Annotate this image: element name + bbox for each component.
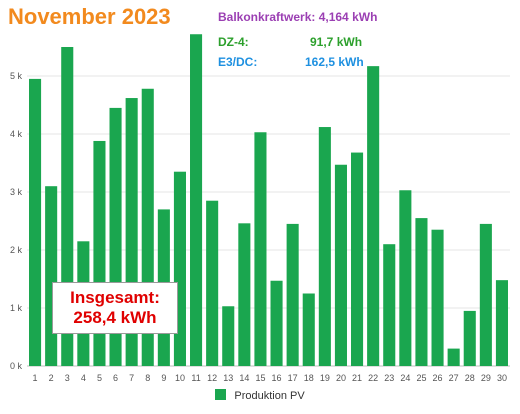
x-tick-label: 30 bbox=[497, 373, 507, 383]
bar-day-14[interactable] bbox=[238, 223, 251, 366]
e3dc-annotation: E3/DC: 162,5 kWh bbox=[218, 55, 378, 71]
bar-day-16[interactable] bbox=[270, 280, 283, 366]
bar-day-12[interactable] bbox=[206, 200, 219, 366]
bar-day-1[interactable] bbox=[29, 78, 42, 367]
x-tick-label: 10 bbox=[175, 373, 185, 383]
x-tick-label: 5 bbox=[97, 373, 102, 383]
x-tick-label: 16 bbox=[272, 373, 282, 383]
y-tick-label: 5 k bbox=[10, 71, 23, 81]
total-label: Insgesamt: bbox=[70, 288, 160, 307]
bar-day-26[interactable] bbox=[431, 229, 444, 366]
dz4-value: 91,7 kWh bbox=[310, 35, 363, 49]
bar-day-23[interactable] bbox=[383, 244, 396, 366]
x-tick-label: 9 bbox=[161, 373, 166, 383]
x-tick-label: 6 bbox=[113, 373, 118, 383]
bar-day-28[interactable] bbox=[463, 310, 476, 366]
bar-day-11[interactable] bbox=[190, 34, 203, 367]
balkon-annotation: Balkonkraftwerk: 4,164 kWh bbox=[218, 10, 377, 24]
total-value: 258,4 kWh bbox=[73, 308, 157, 327]
y-axis-ticks: 0 k 1 k 2 k 3 k 4 k 5 k bbox=[10, 71, 23, 371]
total-box: Insgesamt: 258,4 kWh bbox=[52, 282, 178, 334]
bar-day-21[interactable] bbox=[351, 152, 364, 366]
x-tick-label: 26 bbox=[433, 373, 443, 383]
y-tick-label: 2 k bbox=[10, 245, 23, 255]
x-tick-label: 23 bbox=[384, 373, 394, 383]
legend-label: Produktion PV bbox=[234, 390, 305, 402]
x-tick-label: 25 bbox=[416, 373, 426, 383]
x-tick-label: 1 bbox=[33, 373, 38, 383]
y-tick-label: 1 k bbox=[10, 303, 23, 313]
e3dc-label: E3/DC: bbox=[218, 55, 258, 69]
x-tick-label: 21 bbox=[352, 373, 362, 383]
x-tick-label: 8 bbox=[145, 373, 150, 383]
x-tick-label: 2 bbox=[49, 373, 54, 383]
x-tick-label: 28 bbox=[465, 373, 475, 383]
y-tick-label: 0 k bbox=[10, 361, 23, 371]
x-tick-label: 27 bbox=[449, 373, 459, 383]
bar-day-20[interactable] bbox=[334, 164, 347, 366]
bar-day-15[interactable] bbox=[254, 132, 267, 366]
x-tick-label: 18 bbox=[304, 373, 314, 383]
chart-title: November 2023 bbox=[8, 4, 171, 29]
y-tick-label: 3 k bbox=[10, 187, 23, 197]
x-tick-label: 7 bbox=[129, 373, 134, 383]
legend[interactable]: Produktion PV bbox=[0, 389, 520, 402]
x-tick-label: 15 bbox=[255, 373, 265, 383]
bar-day-30[interactable] bbox=[495, 280, 508, 366]
bar-day-18[interactable] bbox=[302, 293, 315, 367]
bar-day-13[interactable] bbox=[222, 306, 235, 366]
e3dc-value: 162,5 kWh bbox=[305, 55, 364, 69]
x-tick-label: 29 bbox=[481, 373, 491, 383]
bar-day-17[interactable] bbox=[286, 223, 299, 366]
y-tick-label: 4 k bbox=[10, 129, 23, 139]
legend-swatch bbox=[215, 389, 227, 400]
bar-day-25[interactable] bbox=[415, 218, 428, 366]
bar-day-24[interactable] bbox=[399, 190, 412, 366]
dz4-label: DZ-4: bbox=[218, 35, 249, 49]
bar-day-2[interactable] bbox=[45, 186, 58, 366]
x-tick-label: 4 bbox=[81, 373, 86, 383]
bar-day-22[interactable] bbox=[367, 66, 380, 366]
x-axis-ticks: 1 2 3 4 5 6 7 8 9 10 11 12 13 14 15 16 17 18 19 20 21 22 23 24 2… bbox=[33, 373, 507, 383]
x-tick-label: 12 bbox=[207, 373, 217, 383]
x-tick-label: 17 bbox=[288, 373, 298, 383]
bar-day-29[interactable] bbox=[479, 223, 492, 366]
x-tick-label: 20 bbox=[336, 373, 346, 383]
bar-day-27[interactable] bbox=[447, 348, 460, 366]
bar-day-19[interactable] bbox=[318, 127, 331, 366]
x-tick-label: 14 bbox=[239, 373, 249, 383]
x-tick-label: 24 bbox=[400, 373, 410, 383]
x-tick-label: 13 bbox=[223, 373, 233, 383]
dz4-annotation: DZ-4: 91,7 kWh bbox=[218, 35, 378, 51]
balkon-label: Balkonkraftwerk: 4,164 kWh bbox=[218, 10, 378, 24]
x-tick-label: 11 bbox=[191, 373, 200, 383]
bar-day-10[interactable] bbox=[173, 171, 186, 366]
x-tick-label: 3 bbox=[65, 373, 70, 383]
x-tick-label: 19 bbox=[320, 373, 330, 383]
x-tick-label: 22 bbox=[368, 373, 378, 383]
